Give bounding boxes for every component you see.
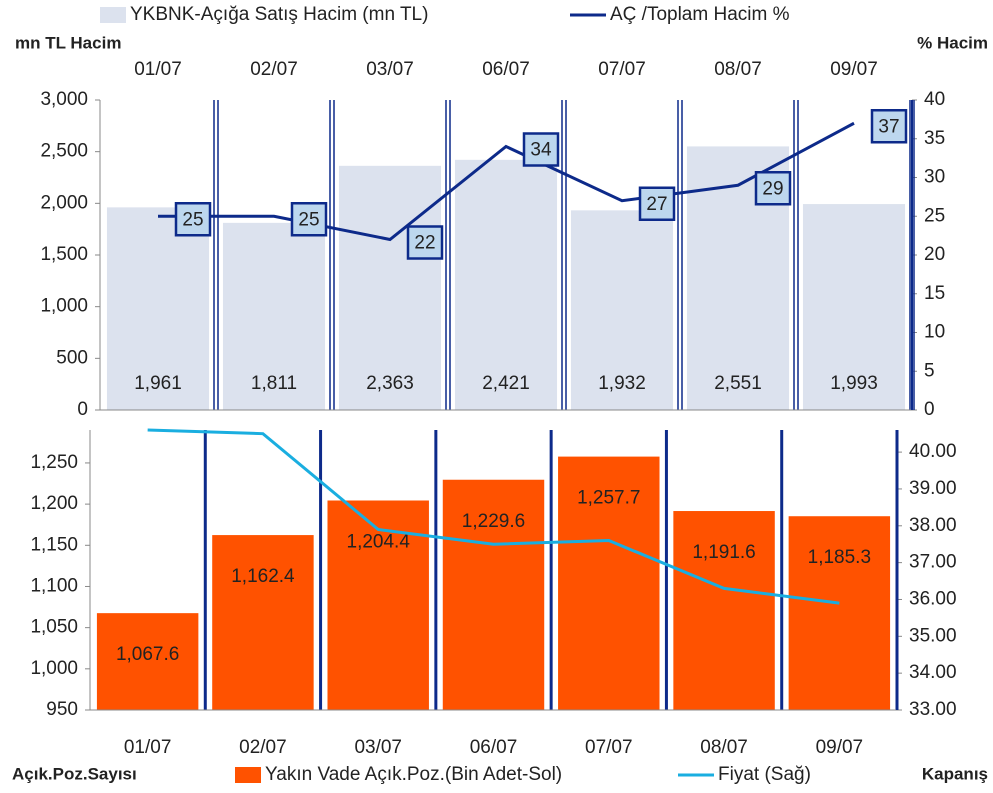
y2-tick-label: 36.00 [909,588,957,609]
y2-tick-label: 40.00 [909,441,957,462]
data-label-box [522,132,560,167]
bar [570,210,674,410]
x-tick-label: 02/07 [250,59,298,80]
y-tick-label: 950 [46,699,78,720]
y2-tick-label: 20 [924,244,945,265]
bar [454,159,558,410]
y-tick-label: 1,150 [30,534,78,555]
y2-tick-label: 0 [924,399,935,420]
y2-tick-label: 39.00 [909,478,957,499]
data-label: 22 [414,233,435,254]
legend-swatch [235,767,261,783]
data-label: 29 [762,178,783,199]
data-label: 37 [878,116,899,137]
data-label-box [638,186,676,221]
y2-tick-label: 34.00 [909,662,957,683]
y2-axis-title: Kapanış [922,764,988,783]
legend-label: AÇ /Toplam Hacim % [610,4,790,25]
value-label: 1,993 [830,373,878,394]
data-label: 25 [298,209,319,230]
bar [802,204,906,410]
data-label-box [174,202,212,237]
bar [222,222,326,410]
data-label: 27 [646,194,667,215]
y-tick-label: 1,200 [30,493,78,514]
value-label: 1,185.3 [808,547,871,568]
value-label: 1,811 [251,373,297,394]
y-tick-label: 2,000 [40,192,88,213]
x-tick-label: 02/07 [239,737,287,758]
y-axis-title: mn TL Hacim [15,33,121,52]
y2-tick-label: 15 [924,283,945,304]
y2-tick-label: 37.00 [909,552,957,573]
x-tick-label: 01/07 [134,59,182,80]
y2-tick-label: 40 [924,89,945,110]
x-tick-label: 09/07 [830,59,878,80]
legend-label: Yakın Vade Açık.Poz.(Bin Adet-Sol) [265,764,562,785]
x-tick-label: 03/07 [366,59,414,80]
y-axis-title: Açık.Poz.Sayısı [12,764,137,783]
x-tick-label: 08/07 [700,737,748,758]
bar [558,456,660,710]
y-tick-label: 1,000 [40,296,88,317]
y2-tick-label: 33.00 [909,699,957,720]
y2-tick-label: 35 [924,128,945,149]
data-label: 34 [530,140,552,161]
bar [327,500,429,710]
value-label: 1,204.4 [347,532,411,553]
y-tick-label: 2,500 [40,141,88,162]
y2-tick-label: 25 [924,205,945,226]
y-tick-label: 1,250 [30,452,78,473]
value-label: 1,067.6 [116,644,179,665]
value-label: 2,421 [482,373,530,394]
value-label: 2,363 [366,373,414,394]
y2-tick-label: 5 [924,360,935,381]
value-label: 1,162.4 [231,566,295,587]
bar [673,511,775,710]
bar [788,516,891,710]
bar [106,207,210,410]
y-tick-label: 1,050 [30,617,78,638]
value-label: 1,257.7 [577,488,640,509]
y2-tick-label: 10 [924,322,945,343]
data-label-box [290,202,328,237]
data-label-box [870,109,908,144]
data-label-box [406,225,444,260]
value-label: 1,229.6 [462,511,525,532]
value-label: 1,191.6 [692,542,755,563]
y-tick-label: 500 [56,347,88,368]
data-label: 25 [182,209,203,230]
y2-tick-label: 38.00 [909,515,957,536]
value-label: 1,932 [598,373,646,394]
value-label: 2,551 [714,373,762,394]
y2-tick-label: 35.00 [909,625,957,646]
y-tick-label: 1,500 [40,244,88,265]
legend-swatch [100,7,126,23]
data-label-box [754,171,792,206]
value-label: 1,961 [134,373,182,394]
y-tick-label: 1,000 [30,658,78,679]
y2-tick-label: 30 [924,167,945,188]
x-tick-label: 01/07 [124,737,172,758]
x-tick-label: 08/07 [714,59,762,80]
legend-label: Fiyat (Sağ) [718,764,811,785]
y-tick-label: 1,100 [30,575,78,596]
bar [338,165,442,410]
y-tick-label: 0 [77,399,88,420]
x-tick-label: 06/07 [470,737,518,758]
bar [442,479,545,710]
x-tick-label: 09/07 [816,737,864,758]
x-tick-label: 07/07 [598,59,646,80]
bar [212,535,314,710]
line [158,121,855,242]
line [147,428,840,605]
y-tick-label: 3,000 [40,89,88,110]
bar [96,613,199,710]
x-tick-label: 03/07 [354,737,402,758]
x-tick-label: 07/07 [585,737,633,758]
x-tick-label: 06/07 [482,59,530,80]
y2-axis-title: % Hacim [917,33,988,52]
legend-label: YKBNK-Açığa Satış Hacim (mn TL) [130,4,428,25]
